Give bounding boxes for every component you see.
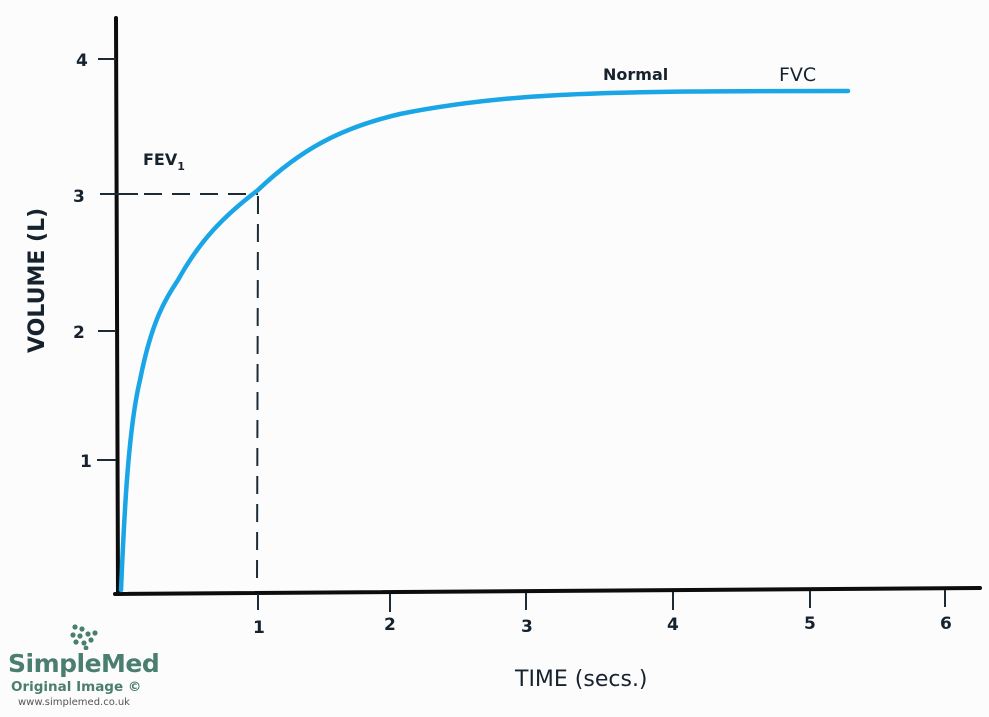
fev1-guide-lines [116, 193, 259, 586]
fev1-label: FEV1 [143, 150, 185, 173]
x-axis-title: TIME (secs.) [514, 667, 648, 692]
x-tick-label: 5 [804, 614, 816, 634]
simplemed-watermark: SimpleMed Original Image © www.simplemed… [8, 624, 168, 710]
x-tick-label: 3 [521, 617, 533, 637]
normal-label: Normal [603, 65, 668, 84]
y-tick-label: 2 [73, 323, 85, 343]
x-tick-label: 2 [384, 615, 396, 635]
x-tick-label: 6 [940, 614, 952, 634]
x-axis [113, 586, 982, 596]
fvc-label: FVC [779, 64, 816, 86]
y-axis [114, 16, 120, 596]
y-tick-label: 3 [73, 187, 85, 207]
x-tick-label: 4 [667, 615, 679, 635]
y-tick-label: 4 [76, 51, 88, 71]
y-axis-title: VOLUME (L) [25, 208, 50, 353]
molecule-logo-icon [70, 624, 98, 650]
brand-name: SimpleMed [8, 649, 160, 678]
normal-curve [118, 88, 851, 593]
brand-subtitle: Original Image © [11, 679, 142, 695]
y-tick-label: 1 [80, 452, 92, 472]
brand-url: www.simplemed.co.uk [18, 697, 130, 708]
x-tick-label: 1 [253, 618, 265, 638]
x-ticks [257, 590, 946, 612]
